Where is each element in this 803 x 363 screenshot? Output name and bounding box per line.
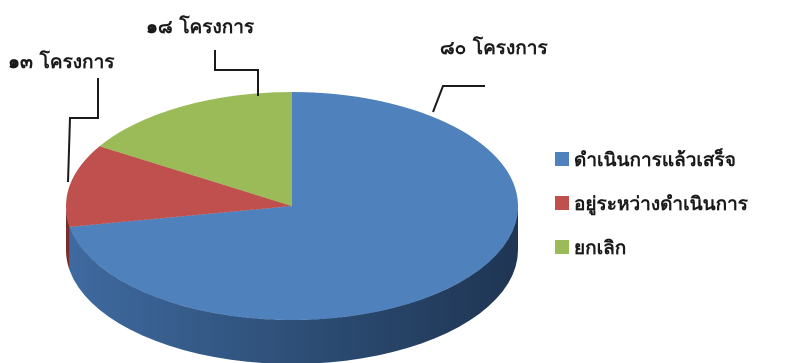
- pie-tops: [66, 92, 518, 320]
- legend-label-in-progress: อยู่ระหว่างดำเนินการ: [574, 193, 749, 216]
- legend-label-cancelled: ยกเลิก: [574, 237, 626, 259]
- data-label-in-progress: ๑๓ โครงการ: [8, 50, 115, 73]
- legend: ดำเนินการแล้วเสร็จ อยู่ระหว่างดำเนินการ …: [555, 147, 749, 259]
- leader-line-cancelled: [215, 50, 258, 96]
- legend-swatch-cancelled: [555, 240, 569, 254]
- data-label-completed: ๘๐ โครงการ: [440, 36, 548, 59]
- legend-swatch-completed: [555, 152, 569, 166]
- legend-label-completed: ดำเนินการแล้วเสร็จ: [574, 147, 736, 171]
- legend-swatch-in-progress: [555, 196, 569, 210]
- leader-line-completed: [433, 86, 485, 112]
- data-label-cancelled: ๑๘ โครงการ: [146, 15, 255, 38]
